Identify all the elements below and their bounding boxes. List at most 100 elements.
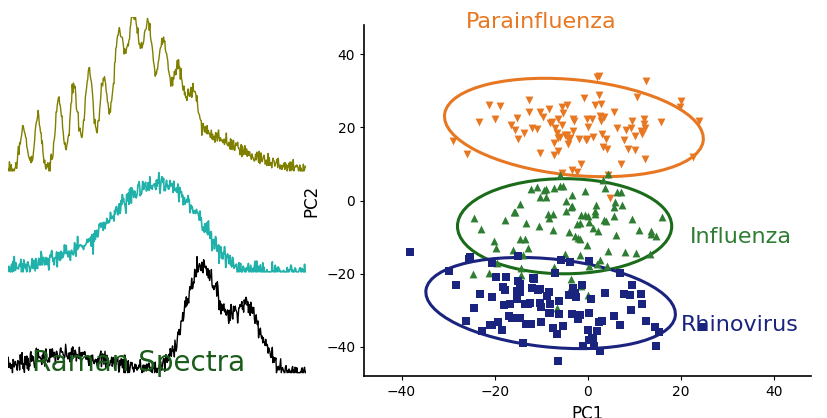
Point xyxy=(567,291,581,298)
Point xyxy=(624,118,638,125)
Point xyxy=(608,232,621,238)
Point xyxy=(630,94,643,101)
Point xyxy=(552,183,566,190)
Point xyxy=(543,301,556,308)
Point xyxy=(624,306,637,313)
Point xyxy=(595,317,608,324)
Point xyxy=(531,286,544,293)
Point xyxy=(573,212,586,218)
Point xyxy=(547,125,561,131)
Point xyxy=(513,315,526,322)
Point xyxy=(499,273,512,280)
Text: Parainfluenza: Parainfluenza xyxy=(466,13,616,33)
Point xyxy=(552,311,565,318)
Point xyxy=(587,208,600,214)
Point xyxy=(533,194,546,201)
Point xyxy=(606,212,619,219)
Point xyxy=(564,191,577,198)
Point xyxy=(540,210,553,217)
Point xyxy=(474,226,487,232)
Point xyxy=(488,116,501,122)
Point xyxy=(643,251,656,257)
Point xyxy=(648,233,662,240)
Point xyxy=(600,170,614,177)
Point xyxy=(521,301,534,308)
Point xyxy=(471,119,485,125)
Point xyxy=(542,215,555,222)
Point xyxy=(485,260,499,266)
Point xyxy=(566,115,579,122)
Point xyxy=(555,109,568,116)
Point xyxy=(595,130,608,137)
Point xyxy=(601,248,614,255)
Point xyxy=(565,203,578,209)
Point xyxy=(543,120,556,126)
Point xyxy=(514,288,527,295)
Point xyxy=(623,292,636,299)
Point xyxy=(558,208,571,214)
Point xyxy=(525,285,538,291)
Point xyxy=(533,108,546,115)
Point xyxy=(505,247,519,253)
Point xyxy=(586,335,599,342)
Point xyxy=(552,171,566,178)
Point xyxy=(503,301,516,307)
Point xyxy=(673,104,686,110)
Point xyxy=(595,176,609,183)
Text: Raman Spectra: Raman Spectra xyxy=(32,349,245,377)
Point xyxy=(610,125,624,131)
Point xyxy=(498,217,511,223)
Point xyxy=(520,245,533,251)
Point xyxy=(508,209,521,215)
Point xyxy=(577,212,590,219)
Point xyxy=(648,342,662,349)
Point xyxy=(511,314,524,321)
Point xyxy=(566,291,580,297)
Point xyxy=(616,136,629,143)
Point xyxy=(614,201,628,208)
Point xyxy=(601,171,614,178)
Point xyxy=(570,169,583,176)
Point xyxy=(635,301,648,308)
X-axis label: PC1: PC1 xyxy=(571,405,603,418)
Point xyxy=(514,264,527,271)
Point xyxy=(490,259,504,266)
Point xyxy=(616,291,629,298)
Point xyxy=(466,270,480,277)
Point xyxy=(551,148,564,154)
Point xyxy=(482,101,495,108)
Point xyxy=(462,255,476,262)
Point xyxy=(562,259,576,266)
Point xyxy=(467,214,480,221)
Point xyxy=(573,220,586,227)
Point xyxy=(529,184,543,190)
Point xyxy=(621,145,634,152)
Point xyxy=(508,126,521,133)
Point xyxy=(533,300,546,306)
Point xyxy=(571,135,585,142)
Point xyxy=(482,322,495,329)
Point xyxy=(513,235,526,242)
Point xyxy=(633,290,647,297)
Point xyxy=(496,284,509,291)
Point xyxy=(529,126,543,133)
Point xyxy=(614,188,627,195)
Point xyxy=(580,241,593,248)
Point xyxy=(562,292,575,299)
Point xyxy=(638,77,652,84)
Point xyxy=(543,310,557,316)
Point xyxy=(502,312,515,319)
Point xyxy=(594,118,607,125)
Point xyxy=(519,220,532,227)
Text: Influenza: Influenza xyxy=(690,227,791,247)
Point xyxy=(549,305,562,311)
Point xyxy=(490,319,504,325)
Point xyxy=(449,281,462,288)
Point xyxy=(575,282,588,289)
Point xyxy=(511,277,524,284)
Point xyxy=(591,318,605,325)
Point xyxy=(571,235,584,242)
Point xyxy=(551,115,564,122)
Point xyxy=(591,227,605,234)
Point xyxy=(569,294,582,301)
